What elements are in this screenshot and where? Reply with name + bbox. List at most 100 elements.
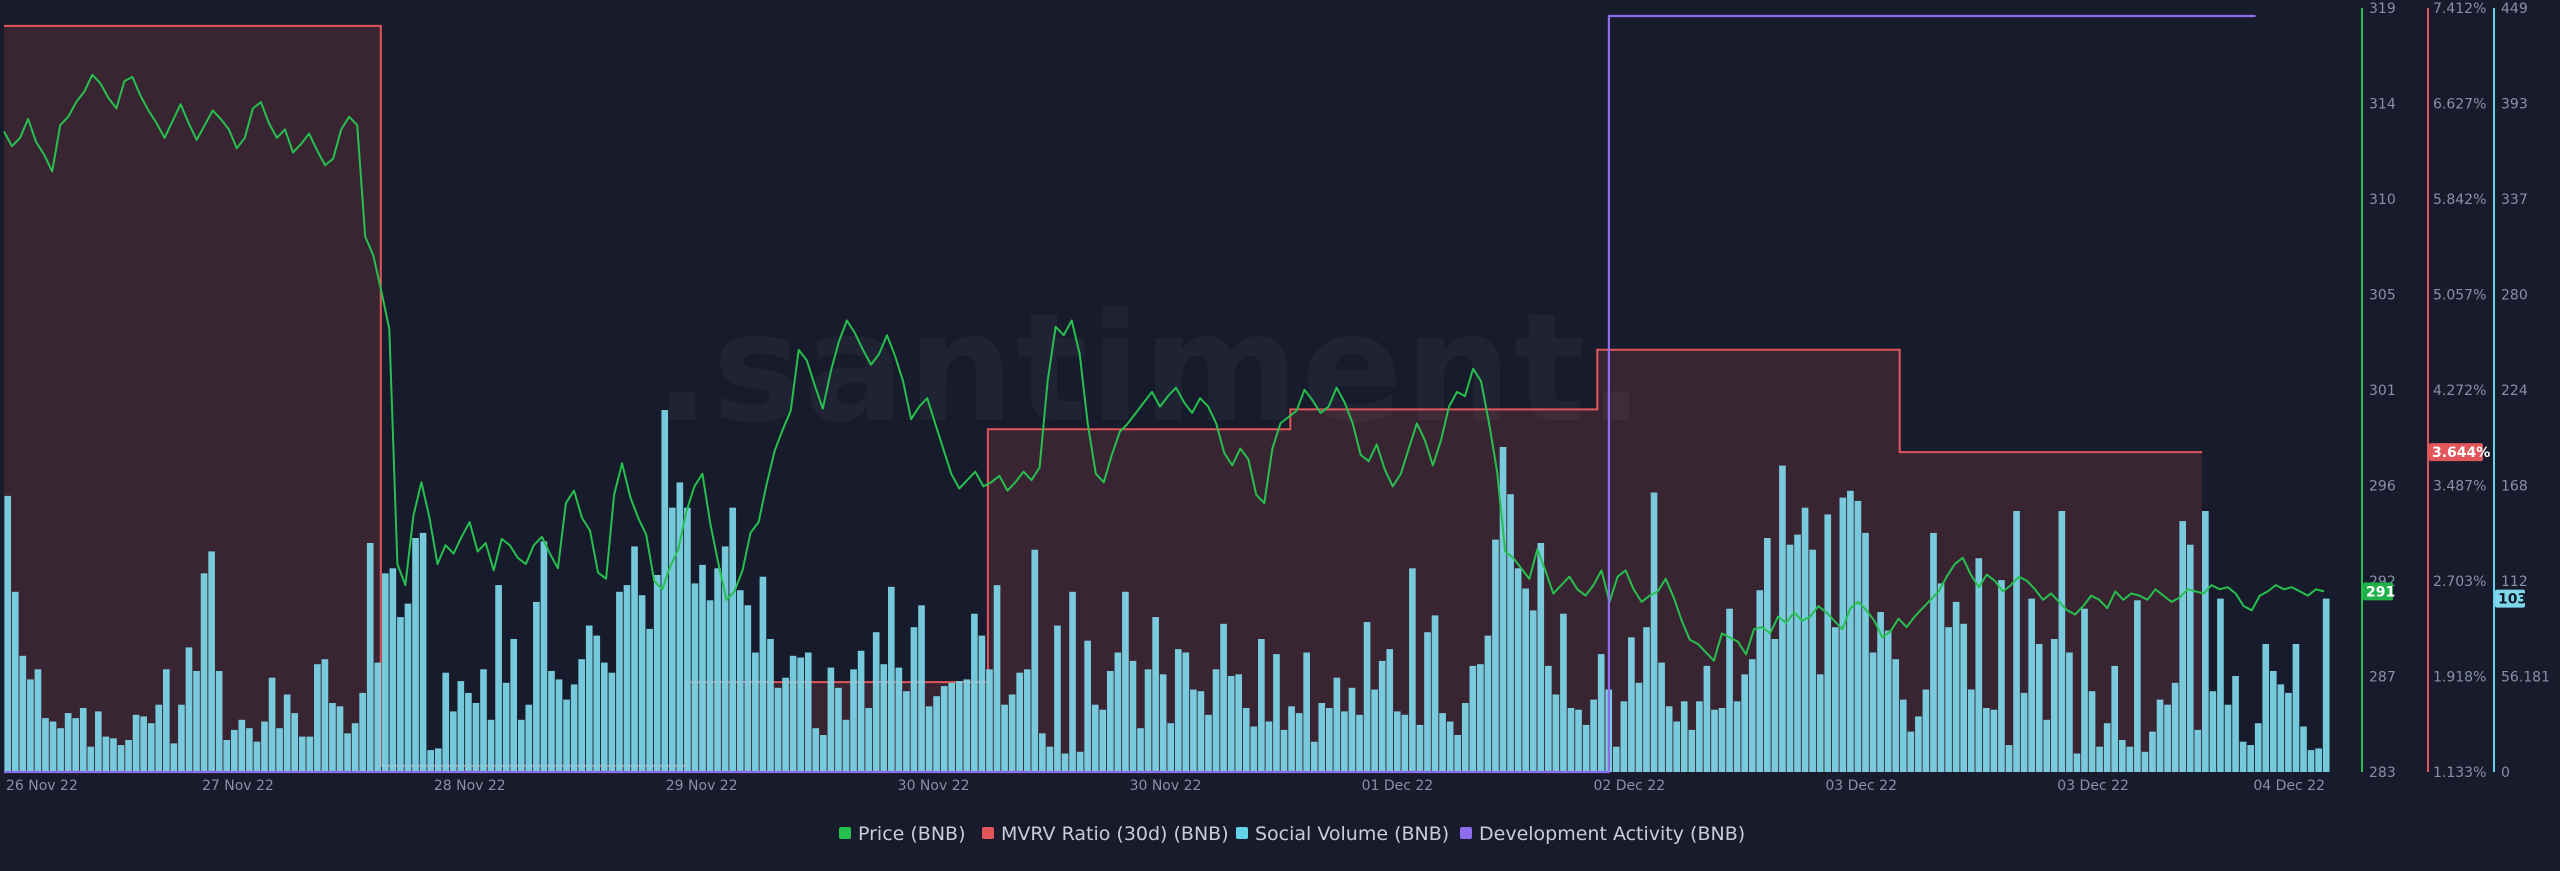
social-volume-bar <box>782 677 789 772</box>
axis-layer <box>2361 8 2495 772</box>
social-volume-bar <box>2111 665 2119 772</box>
social-volume-bar <box>125 740 132 772</box>
social-volume-bar <box>1310 741 1318 772</box>
social-volume-bar <box>1469 665 1477 772</box>
price-axis-tick: 310 <box>2369 192 2396 208</box>
social-volume-bar <box>2209 691 2217 772</box>
social-volume-bar <box>1620 701 1628 772</box>
price-axis-tick: 305 <box>2369 288 2396 304</box>
social-volume-bar <box>1975 558 1983 772</box>
social-volume-bar <box>548 671 555 772</box>
social-volume-bar <box>1998 580 2005 772</box>
x-axis-tick: 01 Dec 22 <box>1362 778 1434 794</box>
social-volume-bars <box>4 410 2330 772</box>
social-volume-bar <box>1537 543 1545 772</box>
social-volume-bar <box>1748 659 1756 772</box>
social-volume-bar <box>238 719 246 772</box>
social-volume-bar <box>2202 511 2209 772</box>
social-volume-bar <box>1545 665 1552 772</box>
social-volume-bar <box>215 671 223 772</box>
social-volume-bar <box>1114 652 1122 772</box>
social-volume-bar <box>34 669 42 772</box>
social-volume-bar <box>2292 644 2300 772</box>
social-volume-bar <box>903 691 910 772</box>
mvrv-axis-tick: 1.133% <box>2433 765 2486 781</box>
social-volume-bar <box>208 551 215 772</box>
social-volume-bar <box>1099 709 1107 772</box>
social-volume-bar <box>857 650 865 772</box>
mvrv-axis-tick: 5.842% <box>2433 192 2486 208</box>
social-volume-bar <box>887 586 895 772</box>
social-volume-bar <box>593 635 601 772</box>
social-volume-bar <box>480 669 487 772</box>
social-volume-bar <box>1137 728 1144 772</box>
social-volume-bar <box>1031 549 1039 772</box>
social-volume-bar <box>1854 500 1862 772</box>
social-volume-bar <box>1990 709 1998 772</box>
social-volume-bar <box>638 595 646 772</box>
social-volume-bar <box>623 585 631 772</box>
social-volume-bar <box>721 546 729 772</box>
social-volume-bar <box>2103 723 2111 772</box>
mvrv-current-badge: 3.644% <box>2429 443 2490 462</box>
mvrv-axis-tick: 6.627% <box>2433 97 2486 113</box>
social-volume-bar <box>1477 664 1484 772</box>
social-volume-bar <box>1069 591 1076 772</box>
social-volume-bar <box>223 740 231 772</box>
social-volume-bar <box>1152 617 1159 772</box>
social-volume-bar <box>185 647 193 772</box>
social-volume-bar <box>374 662 382 772</box>
social-volume-bar <box>321 659 329 772</box>
social-volume-bar <box>1960 623 1967 772</box>
social-volume-bar <box>1076 751 1084 772</box>
x-axis-tick: 03 Dec 22 <box>2057 778 2129 794</box>
social-volume-bar <box>1303 652 1310 772</box>
social-volume-bar <box>1650 492 1658 772</box>
x-axis-tick: 02 Dec 22 <box>1593 778 1665 794</box>
social-volume-bar <box>986 669 993 772</box>
badge-layer: 291 3.644% 103 <box>2363 443 2527 608</box>
x-axis-tick: 26 Nov 22 <box>6 778 78 794</box>
social-volume-bar <box>827 667 835 772</box>
social-volume-bar <box>1461 703 1469 772</box>
social-volume-bar <box>835 687 842 772</box>
legend-swatch-mvrv <box>982 827 994 839</box>
social-volume-bar <box>804 652 812 772</box>
social-volume-bar <box>2058 511 2066 772</box>
social-volume-bar <box>1575 709 1582 772</box>
social-volume-bar <box>1937 583 1945 772</box>
social-volume-bar <box>1673 721 1681 772</box>
social-volume-bar <box>79 708 87 772</box>
social-volume-bar <box>820 735 827 772</box>
social-volume-bar <box>2126 746 2134 772</box>
social-volume-bar <box>253 741 261 772</box>
social-volume-bar <box>872 632 880 772</box>
social-volume-bar <box>797 657 804 772</box>
price-axis-tick: 287 <box>2369 670 2396 686</box>
social-volume-bar <box>1258 639 1265 772</box>
legend-item-price[interactable]: Price (BNB) <box>839 823 966 845</box>
legend-item-mvrv[interactable]: MVRV Ratio (30d) (BNB) <box>982 823 1229 845</box>
social-volume-bar <box>1952 601 1960 772</box>
social-volume-bar <box>147 723 155 772</box>
legend-item-dev[interactable]: Development Activity (BNB) <box>1460 823 1745 845</box>
social-volume-bar <box>87 746 95 772</box>
social-volume-bar <box>1492 539 1499 772</box>
social-volume-bar <box>1190 689 1197 772</box>
social-volume-bar <box>110 738 117 772</box>
social-volume-bar <box>1446 721 1454 772</box>
social-volume-bar <box>1265 721 1273 772</box>
social-volume-bar <box>1454 735 1462 772</box>
social-volume-bar <box>1129 660 1137 772</box>
social-volume-bar <box>457 681 465 772</box>
social-volume-bar <box>1333 677 1341 772</box>
social-volume-bar <box>1023 669 1031 772</box>
social-volume-bar <box>789 655 797 772</box>
social-volume-bar <box>706 600 714 772</box>
social-volume-bar <box>4 495 12 772</box>
social-volume-bar <box>2247 745 2254 772</box>
social-axis-tick: 449 <box>2501 1 2528 17</box>
legend-item-social[interactable]: Social Volume (BNB) <box>1236 823 1449 845</box>
social-volume-bar <box>608 672 616 772</box>
legend-swatch-dev <box>1460 827 1472 839</box>
